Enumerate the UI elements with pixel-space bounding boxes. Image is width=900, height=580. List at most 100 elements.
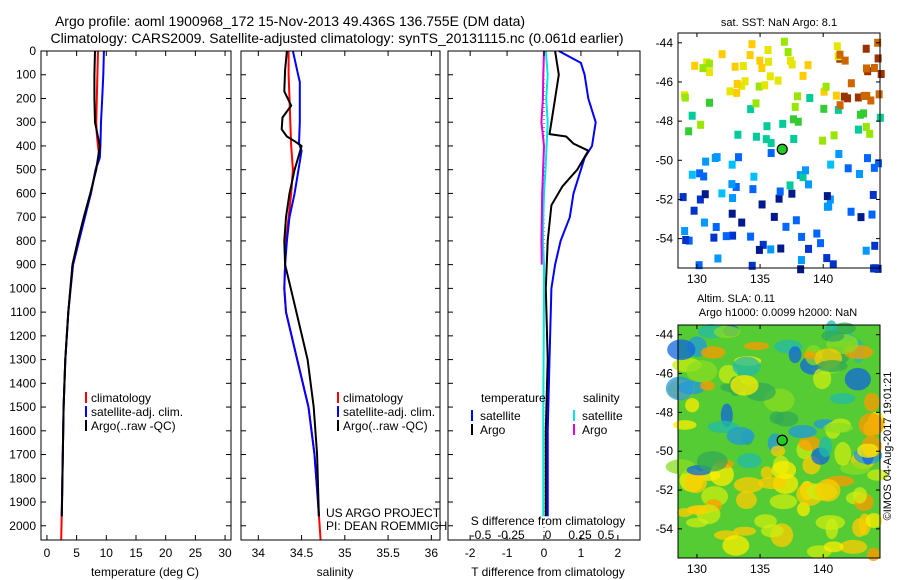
sla-blob <box>834 441 852 466</box>
sla-blob <box>685 398 700 413</box>
sst-cell <box>829 260 837 269</box>
sst-cell <box>702 157 710 166</box>
sst-cell <box>822 82 830 91</box>
sla-blob <box>829 393 856 405</box>
sst-cell <box>728 160 736 169</box>
sst-cell <box>806 94 814 103</box>
sst-cell <box>748 40 756 49</box>
sst-cell <box>752 99 760 108</box>
sla-blob <box>839 539 868 554</box>
sla-blob <box>713 325 741 339</box>
sst-cell <box>866 129 874 138</box>
x-tick-label-top: 0.25 <box>568 528 592 542</box>
sst-cell <box>794 117 802 126</box>
sst-cell <box>732 182 740 191</box>
sla-blob <box>743 341 770 351</box>
x-tick-label: 15 <box>129 546 143 560</box>
sla-blob <box>667 339 696 361</box>
sst-cell <box>836 101 844 110</box>
legend-label: satellite-adj. clim. <box>91 405 183 419</box>
sst-cell <box>863 64 871 73</box>
x-tick-label: 10 <box>100 546 114 560</box>
y-tick-label: 0 <box>29 44 36 58</box>
sst-cell <box>833 42 841 51</box>
sst-cell <box>755 245 763 254</box>
y-tick-label: 200 <box>16 91 36 105</box>
sst-cell <box>871 241 879 250</box>
sst-cell <box>700 172 708 181</box>
sst-cell <box>841 56 849 65</box>
x-tick-label: 30 <box>218 546 232 560</box>
sst-cell <box>874 54 882 63</box>
sst-cell <box>830 131 838 140</box>
sst-cell <box>739 62 747 71</box>
map-y-tick-label: -48 <box>656 114 674 128</box>
series-line-3 <box>540 50 545 265</box>
sst-cell <box>799 71 807 80</box>
map-x-tick-label: 130 <box>687 272 707 286</box>
sst-cell <box>836 50 844 59</box>
sst-cell <box>681 226 689 235</box>
sst-cell <box>776 187 784 196</box>
sst-cell <box>854 125 862 134</box>
sst-cell <box>746 51 754 60</box>
sla-blob <box>760 466 773 480</box>
sst-cell <box>718 189 726 198</box>
sst-cell <box>701 190 709 199</box>
sst-cell <box>700 218 708 227</box>
x-tick-label: 1 <box>578 546 585 560</box>
series-line-2 <box>541 50 549 517</box>
sst-cell <box>856 110 864 119</box>
map-frame <box>677 324 881 559</box>
sla-blob <box>760 524 784 538</box>
sst-cell <box>820 87 828 96</box>
sst-cell <box>860 91 868 100</box>
sst-cell <box>713 153 721 162</box>
sst-cell <box>834 105 842 114</box>
sst-cell <box>835 149 843 158</box>
sst-cell <box>832 91 840 100</box>
map-y-tick-label: -54 <box>656 232 674 246</box>
sla-map-panel: 130 135 140 -44 -46 -48 -50 -52 -54 <box>656 320 889 576</box>
x-tick-label: 20 <box>159 546 173 560</box>
sst-cell <box>823 202 831 211</box>
sst-cell <box>784 48 792 57</box>
sla-blob <box>673 420 697 430</box>
y-tick-label: 2000 <box>9 519 36 533</box>
sst-cell <box>792 216 800 225</box>
sst-cell <box>761 81 769 90</box>
project-label: US ARGO PROJECT <box>326 506 441 520</box>
sst-cell <box>695 261 703 270</box>
header-subtitle: Climatology: CARS2009. Satellite-adjuste… <box>50 30 623 46</box>
sst-cell <box>790 134 798 143</box>
sst-cell <box>758 63 766 72</box>
copyright-text: ©IMOS 04-Aug-2017 19:01:21 <box>882 372 894 521</box>
y-tick-label: 500 <box>16 163 36 177</box>
sla-blob <box>700 346 726 359</box>
sst-cell <box>804 61 812 70</box>
sst-cell <box>801 166 809 175</box>
x-tick-label: 34 <box>252 546 266 560</box>
x-tick-label: 5 <box>73 546 80 560</box>
y-tick-label: 1800 <box>9 471 36 485</box>
sst-cell <box>788 189 796 198</box>
legend-label: Argo(..raw -QC) <box>91 419 176 433</box>
sst-cell <box>735 153 743 162</box>
map-y-tick-label: -44 <box>656 36 674 50</box>
map-frame <box>677 32 881 269</box>
sst-cell <box>862 246 870 255</box>
sst-cell <box>758 200 766 209</box>
sst-cell <box>705 98 713 107</box>
x-tick-label: 36 <box>425 546 439 560</box>
sst-cell <box>854 93 862 102</box>
difference-xlabel: T difference from climatology <box>471 565 625 579</box>
sst-cell <box>777 244 785 253</box>
sst-cell <box>764 46 772 55</box>
y-tick-label: 800 <box>16 234 36 248</box>
sst-cell <box>786 181 794 190</box>
sst-cell <box>682 236 690 245</box>
sst-cell <box>767 139 775 148</box>
temperature-xlabel: temperature (deg C) <box>91 565 199 579</box>
